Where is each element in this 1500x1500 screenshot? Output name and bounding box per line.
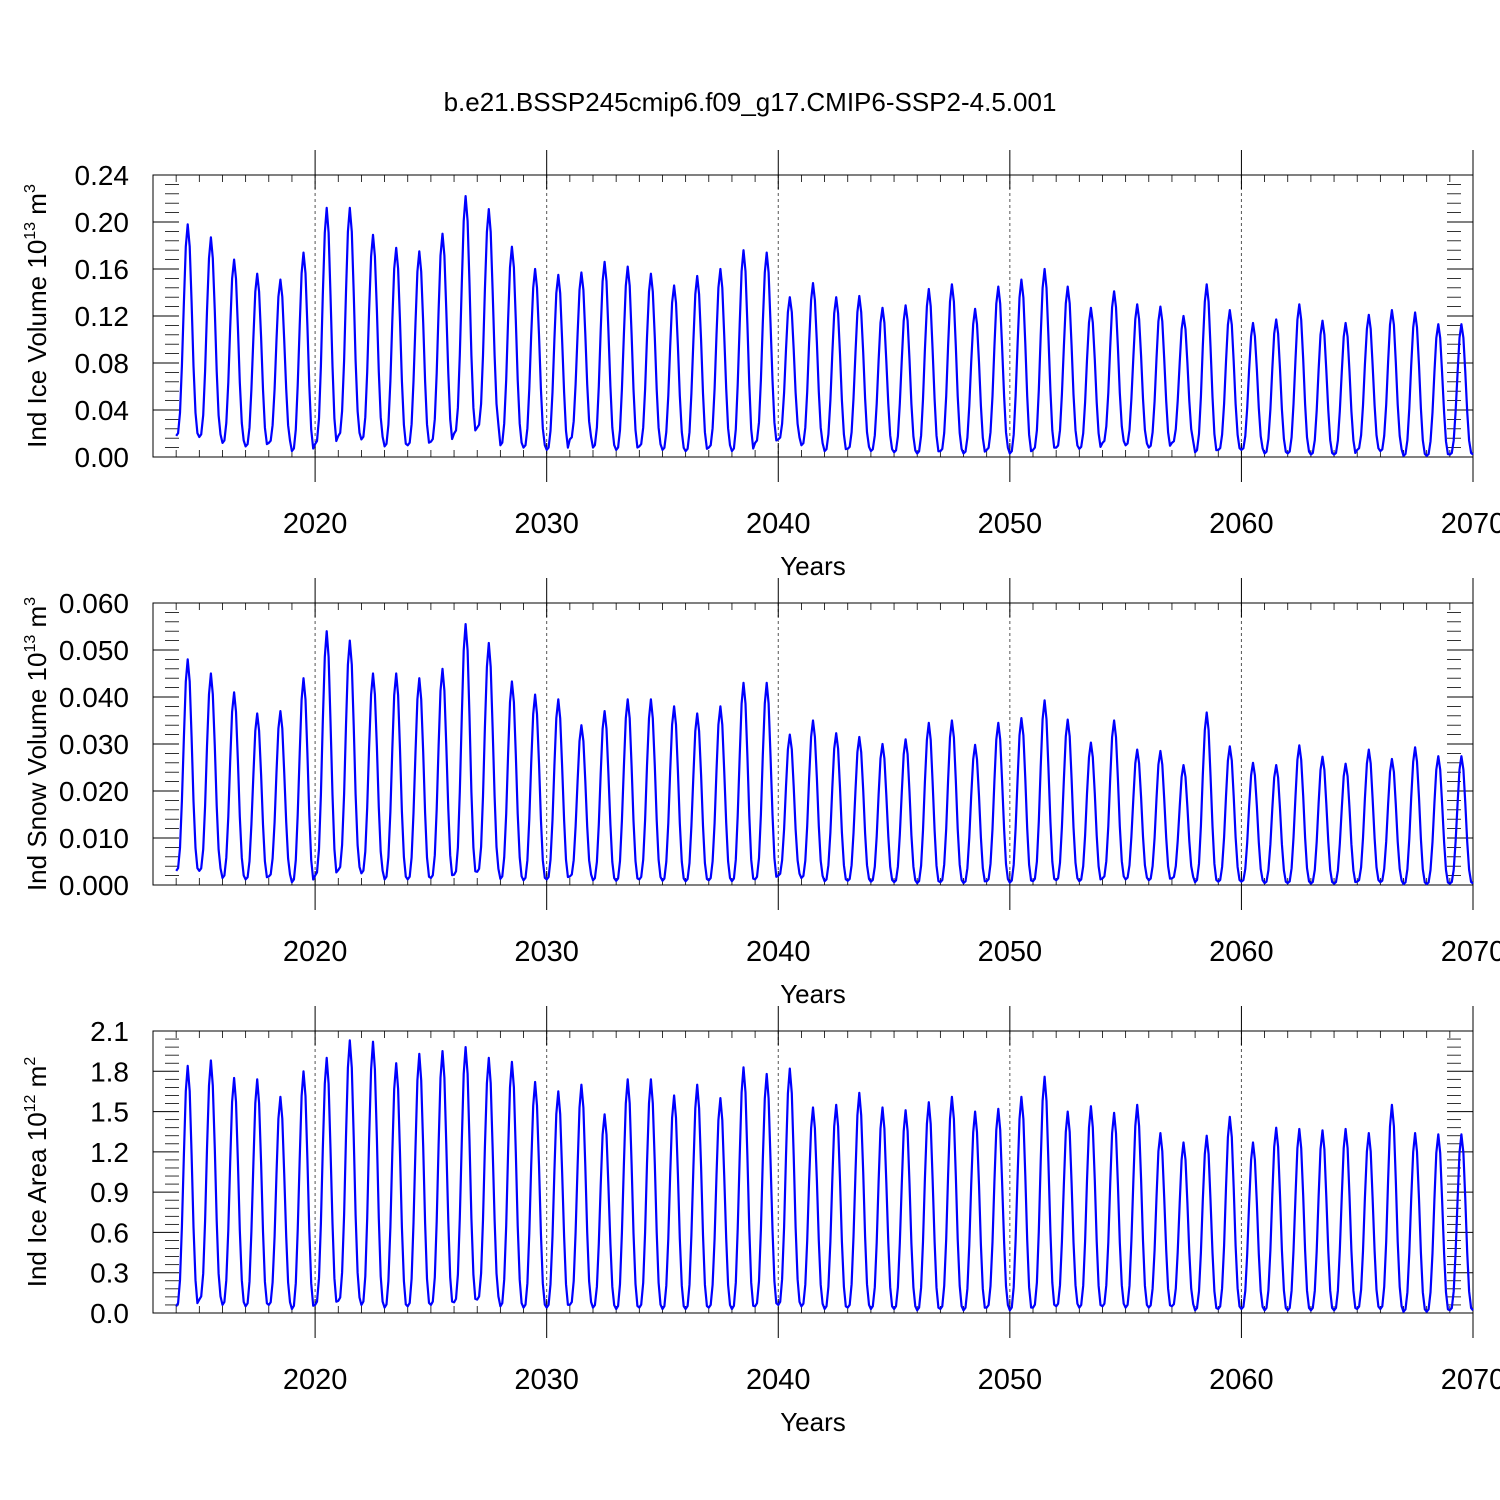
y-axis-label: Ind Snow Volume 1013 m3 bbox=[22, 597, 52, 891]
y-tick-label: 2.1 bbox=[90, 1016, 129, 1047]
x-tick-label: 2060 bbox=[1209, 936, 1274, 968]
y-tick-label: 0.060 bbox=[59, 588, 129, 619]
y-tick-label: 0.000 bbox=[59, 870, 129, 901]
y-tick-label: 0.020 bbox=[59, 776, 129, 807]
y-tick-label: 0.0 bbox=[90, 1298, 129, 1329]
y-tick-label: 1.8 bbox=[90, 1056, 129, 1087]
x-tick-label: 2070 bbox=[1441, 936, 1500, 968]
y-axis-label: Ind Ice Volume 1013 m3 bbox=[22, 184, 52, 448]
panel-1: 2020 2030 2040 2050 2060 2070 0.00 0.04 0.08 0.12… bbox=[22, 150, 1500, 581]
y-tick-label: 0.00 bbox=[75, 442, 130, 473]
x-tick-label: 2020 bbox=[283, 936, 348, 968]
y-axis-label: Ind Ice Area 1012 m2 bbox=[22, 1057, 52, 1288]
y-tick-label: 0.050 bbox=[59, 635, 129, 666]
panel-3: 2020 2030 2040 2050 2060 2070 0.0 0.3 0.6 0.9 1.2 1… bbox=[22, 1006, 1500, 1437]
y-tick-label: 0.20 bbox=[75, 207, 130, 238]
y-tick-label: 0.030 bbox=[59, 729, 129, 760]
y-tick-label: 0.04 bbox=[75, 395, 130, 426]
series-line bbox=[175, 622, 1474, 886]
x-tick-label: 2060 bbox=[1209, 508, 1274, 540]
series-line bbox=[175, 1039, 1474, 1313]
y-tick-label: 0.010 bbox=[59, 823, 129, 854]
x-axis-label: Years bbox=[780, 979, 846, 1009]
y-tick-label: 0.12 bbox=[75, 301, 130, 332]
x-tick-label: 2040 bbox=[746, 508, 811, 540]
x-tick-label: 2040 bbox=[746, 936, 811, 968]
y-tick-label: 0.3 bbox=[90, 1258, 129, 1289]
x-tick-label: 2050 bbox=[978, 936, 1043, 968]
x-tick-label: 2030 bbox=[514, 1364, 579, 1396]
x-tick-label: 2040 bbox=[746, 1364, 811, 1396]
x-tick-label: 2070 bbox=[1441, 1364, 1500, 1396]
x-tick-label: 2030 bbox=[514, 936, 579, 968]
y-tick-label: 0.6 bbox=[90, 1217, 129, 1248]
x-tick-label: 2060 bbox=[1209, 1364, 1274, 1396]
x-axis-label: Years bbox=[780, 1407, 846, 1437]
panel-2: 2020 2030 2040 2050 2060 2070 0.000 0.010 0.020 0… bbox=[22, 578, 1500, 1009]
x-tick-label: 2020 bbox=[283, 1364, 348, 1396]
x-tick-label: 2050 bbox=[978, 1364, 1043, 1396]
y-tick-label: 1.2 bbox=[90, 1137, 129, 1168]
y-tick-label: 1.5 bbox=[90, 1097, 129, 1128]
series-line bbox=[175, 195, 1474, 457]
y-tick-label: 0.08 bbox=[75, 348, 130, 379]
x-axis-label: Years bbox=[780, 551, 846, 581]
x-tick-label: 2020 bbox=[283, 508, 348, 540]
x-tick-label: 2070 bbox=[1441, 508, 1500, 540]
plot-frame bbox=[152, 1030, 1474, 1314]
figure-title: b.e21.BSSP245cmip6.f09_g17.CMIP6-SSP2-4.… bbox=[444, 87, 1057, 117]
x-tick-label: 2050 bbox=[978, 508, 1043, 540]
y-tick-label: 0.9 bbox=[90, 1177, 129, 1208]
y-tick-label: 0.16 bbox=[75, 254, 130, 285]
x-tick-label: 2030 bbox=[514, 508, 579, 540]
y-tick-label: 0.24 bbox=[75, 160, 130, 191]
y-tick-label: 0.040 bbox=[59, 682, 129, 713]
